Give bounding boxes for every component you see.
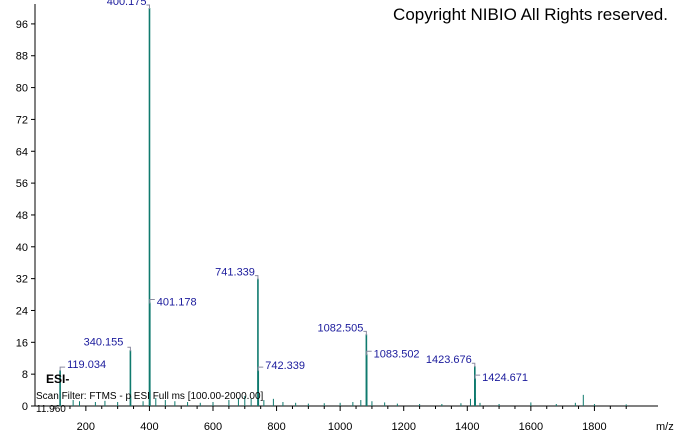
x-tick-label: 1600 (519, 421, 543, 433)
x-tick-label: 200 (77, 421, 95, 433)
y-tick-label: 80 (16, 83, 28, 95)
retention-time: 11.960 (36, 404, 66, 415)
peak-label: 401.178 (157, 297, 197, 309)
y-tick-label: 56 (16, 178, 28, 190)
peak-label: 741.339 (215, 267, 255, 279)
y-tick-label: 88 (16, 51, 28, 63)
x-tick-label: 800 (267, 421, 285, 433)
y-tick-label: 8 (22, 369, 28, 381)
y-tick-label: 0 (22, 401, 28, 413)
peak-label: 1424.671 (482, 372, 528, 384)
peak-leader (254, 275, 259, 280)
y-tick-label: 40 (16, 242, 28, 254)
y-tick-label: 24 (16, 305, 28, 317)
peak-leader (363, 330, 367, 336)
ionization-mode: ESI- (46, 372, 69, 386)
x-tick-label: 1200 (391, 421, 415, 433)
peak-label: 1083.502 (374, 348, 420, 360)
peak-leader (471, 362, 476, 368)
x-tick-label: 1400 (455, 421, 479, 433)
peak-label: 742.339 (265, 360, 305, 372)
x-tick-label: 1000 (328, 421, 352, 433)
peak-leader (59, 366, 66, 372)
y-ticks: 0 8 16 24 32 40 48 56 64 72 80 88 96 (16, 19, 35, 413)
peak-leader (474, 374, 481, 380)
axes (34, 4, 658, 407)
peak-label: 400.175 (107, 0, 147, 8)
y-tick-label: 64 (16, 146, 28, 158)
x-tick-label: 400 (140, 421, 158, 433)
x-ticks: 200 400 600 800 1000 1200 1400 1600 1800 (53, 406, 627, 433)
peak-label: 1082.505 (317, 322, 363, 334)
peak-leader (366, 350, 372, 356)
copyright-notice: Copyright NIBIO All Rights reserved. (393, 5, 668, 24)
peak-labels: 119.034 340.155 400.175 401.178 741.339 742.3… (59, 0, 528, 384)
peak-leader (149, 299, 155, 304)
y-tick-label: 96 (16, 19, 28, 31)
peak-label: 119.034 (67, 359, 106, 371)
x-tick-label: 1800 (582, 421, 606, 433)
peak-label: 340.155 (84, 336, 124, 348)
y-tick-label: 16 (16, 337, 28, 349)
y-tick-label: 32 (16, 274, 28, 286)
x-tick-label: 600 (204, 421, 222, 433)
peaks (59, 7, 476, 406)
y-tick-label: 48 (16, 210, 28, 222)
peak-label: 1423.676 (426, 354, 472, 366)
peak-leader (146, 4, 150, 9)
peak-leader (127, 346, 131, 352)
scan-filter: Scan Filter: FTMS - p ESI Full ms [100.0… (36, 391, 264, 402)
y-tick-label: 72 (16, 114, 28, 126)
x-axis-label: m/z (656, 421, 674, 433)
peak-leader (257, 366, 264, 372)
